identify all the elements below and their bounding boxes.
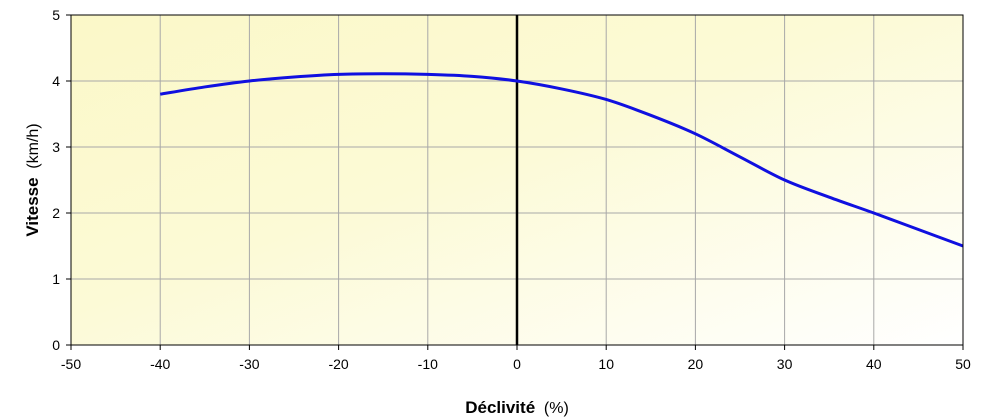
x-tick-label: 10 [598,356,614,372]
x-tick-labels: -50 -40 -30 -20 -10 0 10 20 30 40 50 [61,345,971,372]
series-line [159,72,964,248]
y-tick-label: 5 [52,7,60,23]
y-tick-label: 3 [52,139,60,155]
y-axis-title: Vitesse (km/h) [23,123,42,236]
x-tick-label: -50 [61,356,81,372]
y-tick-label: 1 [52,271,60,287]
series-layer [159,72,964,248]
x-tick-label: 0 [513,356,521,372]
y-tick-label: 4 [52,73,60,89]
x-tick-label: -10 [418,356,438,372]
x-axis-title: Déclivité (%) [465,398,569,417]
y-axis-title-main: Vitesse [23,177,42,236]
x-tick-label: 30 [777,356,793,372]
y-tick-label: 0 [52,337,60,353]
x-axis-title-unit: (%) [544,400,569,417]
x-tick-label: -40 [150,356,170,372]
x-axis-title-main: Déclivité [465,398,535,417]
y-tick-label: 2 [52,205,60,221]
x-tick-label: 20 [688,356,704,372]
y-axis-title-unit: (km/h) [25,123,42,168]
x-tick-label: -30 [239,356,259,372]
x-tick-label: -20 [328,356,348,372]
x-tick-label: 40 [866,356,882,372]
x-tick-label: 50 [955,356,971,372]
y-tick-labels: 0 1 2 3 4 5 [52,7,71,353]
